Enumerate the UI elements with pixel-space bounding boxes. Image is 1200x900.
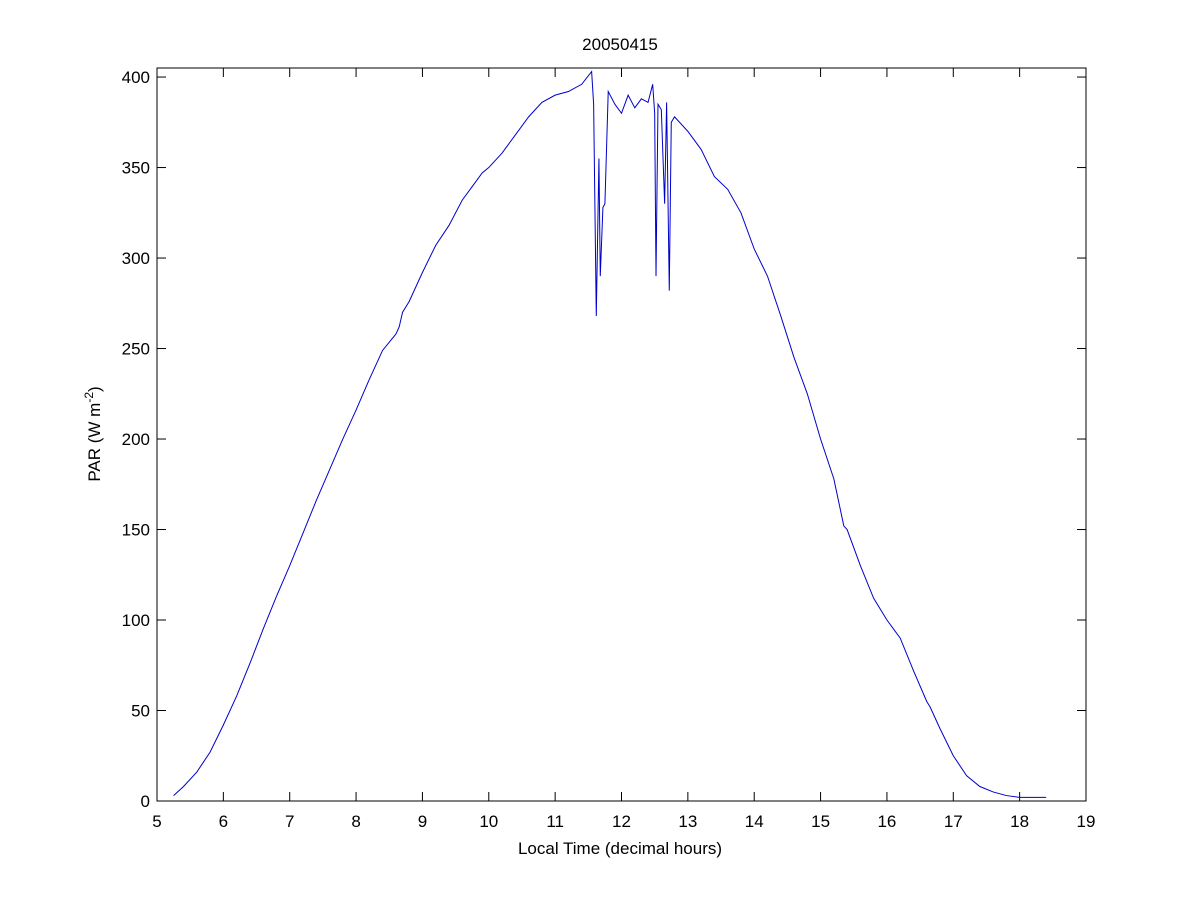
y-tick-label: 350 bbox=[122, 159, 150, 178]
x-tick-label: 6 bbox=[219, 812, 228, 831]
y-tick-label: 100 bbox=[122, 611, 150, 630]
x-tick-label: 13 bbox=[678, 812, 697, 831]
chart-title: 20050415 bbox=[582, 35, 658, 54]
y-tick-label: 0 bbox=[141, 792, 150, 811]
plot-area bbox=[156, 67, 1087, 802]
y-axis-label-superscript: -2 bbox=[82, 392, 96, 403]
y-axis-label-main: PAR (W m bbox=[85, 403, 104, 482]
x-tick-label: 17 bbox=[944, 812, 963, 831]
y-tick-label: 200 bbox=[122, 430, 150, 449]
y-tick-label: 50 bbox=[131, 702, 150, 721]
x-tick-label: 15 bbox=[811, 812, 830, 831]
par-series-line bbox=[173, 70, 1047, 798]
x-tick-label: 16 bbox=[877, 812, 896, 831]
y-tick-label: 250 bbox=[122, 340, 150, 359]
x-tick-label: 11 bbox=[546, 812, 564, 831]
x-tick-label: 9 bbox=[418, 812, 427, 831]
y-axis-label-suffix: ) bbox=[85, 386, 104, 392]
y-tick-label: 150 bbox=[122, 521, 150, 540]
y-axis-label: PAR (W m-2) bbox=[82, 386, 104, 481]
x-axis-label: Local Time (decimal hours) bbox=[518, 839, 722, 858]
x-tick-label: 19 bbox=[1077, 812, 1096, 831]
y-tick-label: 400 bbox=[122, 68, 150, 87]
x-tick-label: 18 bbox=[1010, 812, 1029, 831]
x-tick-label: 8 bbox=[351, 812, 360, 831]
y-tick-label: 300 bbox=[122, 249, 150, 268]
x-tick-label: 14 bbox=[745, 812, 764, 831]
x-tick-label: 7 bbox=[285, 812, 294, 831]
x-axis: 5 6 7 8 9 10 11 12 13 14 15 16 17 18 19 bbox=[152, 68, 1095, 831]
y-axis: 0 50 100 150 200 250 300 350 400 bbox=[122, 68, 1086, 811]
x-tick-label: 12 bbox=[612, 812, 631, 831]
x-tick-label: 10 bbox=[479, 812, 498, 831]
x-tick-label: 5 bbox=[152, 812, 161, 831]
